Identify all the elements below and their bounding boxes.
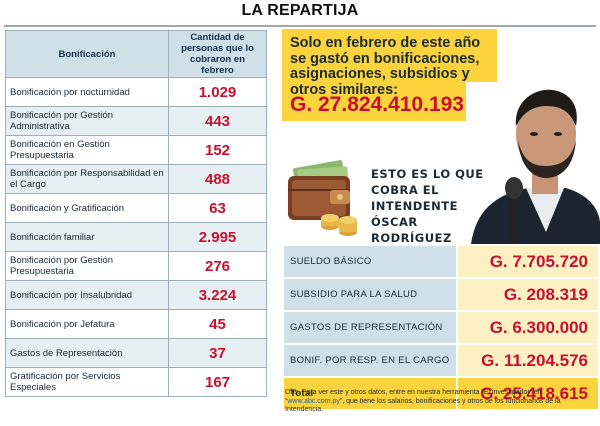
table-row: Bonificación por Insalubridad 3.224 — [5, 280, 267, 310]
salary-label: BONIF. POR RESP. EN EL CARGO — [284, 344, 458, 378]
table-row: Bonificación por Responsabilidad en el C… — [5, 164, 267, 194]
table-row: Bonificación en Gestión Presupuestaria 15… — [5, 135, 267, 165]
salary-row: GASTOS DE REPRESENTACIÓN G. 6.300.000 — [284, 311, 598, 345]
salary-amount: G. 11.204.576 — [457, 344, 598, 378]
table-row: Bonificación por Gestión Presupuestaria 2… — [5, 251, 267, 281]
callout-amount: G. 27.824.410.193 — [290, 93, 464, 116]
row-label: Bonificación por Gestión Presupuestaria — [5, 251, 169, 281]
row-count: 37 — [168, 338, 267, 368]
table-row: Bonificación y Gratificación 63 — [5, 193, 267, 223]
footnote: Obs. Para ver este y otros datos, entre … — [285, 389, 597, 415]
total-label: Total — [284, 377, 458, 411]
row-count: 488 — [168, 164, 267, 194]
row-label: Bonificación familiar — [5, 222, 169, 252]
row-label: Bonificación por Jefatura — [5, 309, 169, 339]
bonus-table: Bonificación Cantidad de personas que lo… — [5, 30, 267, 397]
salary-total-row: Total G. 25.418.615 — [284, 377, 598, 411]
row-count: 152 — [168, 135, 267, 165]
total-amount: G. 25.418.615 — [457, 377, 598, 411]
footnote-text-before: Obs. Para ver este y otros datos, entre … — [285, 389, 542, 405]
salary-row: SUELDO BÁSICO G. 7.705.720 — [284, 246, 598, 279]
salary-row: BONIF. POR RESP. EN EL CARGO G. 11.204.57… — [284, 344, 598, 378]
bonus-table-header: Bonificación Cantidad de personas que lo… — [5, 30, 267, 78]
row-label: Gratificación por Servicios Especiales — [5, 367, 169, 397]
row-count: 45 — [168, 309, 267, 339]
row-label: Gastos de Representación — [5, 338, 169, 368]
wallet-icon — [288, 160, 357, 236]
salary-amount: G. 208.319 — [457, 278, 598, 312]
footnote-text-after: ”, que tiene los salarios, bonificacione… — [285, 397, 561, 414]
row-count: 443 — [168, 106, 267, 136]
column-header-count: Cantidad de personas que lo cobraron en … — [168, 30, 267, 78]
row-count: 276 — [168, 251, 267, 281]
salary-table: SUELDO BÁSICO G. 7.705.720 SUBSIDIO PARA … — [284, 246, 598, 411]
title-divider — [4, 25, 596, 27]
row-count: 3.224 — [168, 280, 267, 310]
table-row: Gastos de Representación 37 — [5, 338, 267, 368]
row-label: Bonificación por Responsabilidad en el C… — [5, 164, 169, 194]
row-label: Bonificación por Insalubridad — [5, 280, 169, 310]
mayor-photo — [466, 82, 600, 244]
table-row: Bonificación por Gestión Administrativa 4… — [5, 106, 267, 136]
mayor-portrait-image — [466, 82, 600, 244]
page-title: LA REPARTIJA — [241, 2, 359, 19]
table-row: Bonificación por Jefatura 45 — [5, 309, 267, 339]
salary-amount: G. 6.300.000 — [457, 311, 598, 345]
salary-label: SUBSIDIO PARA LA SALUD — [284, 278, 458, 312]
salary-row: SUBSIDIO PARA LA SALUD G. 208.319 — [284, 278, 598, 312]
table-row: Bonificación familiar 2.995 — [5, 222, 267, 252]
salary-label: GASTOS DE REPRESENTACIÓN — [284, 311, 458, 345]
row-count: 2.995 — [168, 222, 267, 252]
row-label: Bonificación por Gestión Administrativa — [5, 106, 169, 136]
salary-label: SUELDO BÁSICO — [284, 246, 458, 279]
row-count: 167 — [168, 367, 267, 397]
column-header-bonus: Bonificación — [5, 30, 169, 78]
callout-text: Solo en febrero de este año se gastó en … — [290, 35, 481, 98]
row-count: 63 — [168, 193, 267, 223]
row-label: Bonificación por nocturnidad — [5, 77, 169, 107]
row-label: Bonificación y Gratificación — [5, 193, 169, 223]
table-row: Gratificación por Servicios Especiales 16… — [5, 367, 267, 397]
wallet-illustration — [284, 160, 366, 242]
row-label: Bonificación en Gestión Presupuestaria — [5, 135, 169, 165]
row-count: 1.029 — [168, 77, 267, 107]
salary-amount: G. 7.705.720 — [457, 246, 598, 279]
footnote-link[interactable]: www.abc.com.py — [287, 397, 340, 405]
mayor-caption: ESTO ES LO QUE COBRA EL INTENDENTE ÓSCAR… — [371, 167, 484, 245]
total-spending-callout: Solo en febrero de este año se gastó en … — [282, 29, 497, 121]
table-row: Bonificación por nocturnidad 1.029 — [5, 77, 267, 107]
